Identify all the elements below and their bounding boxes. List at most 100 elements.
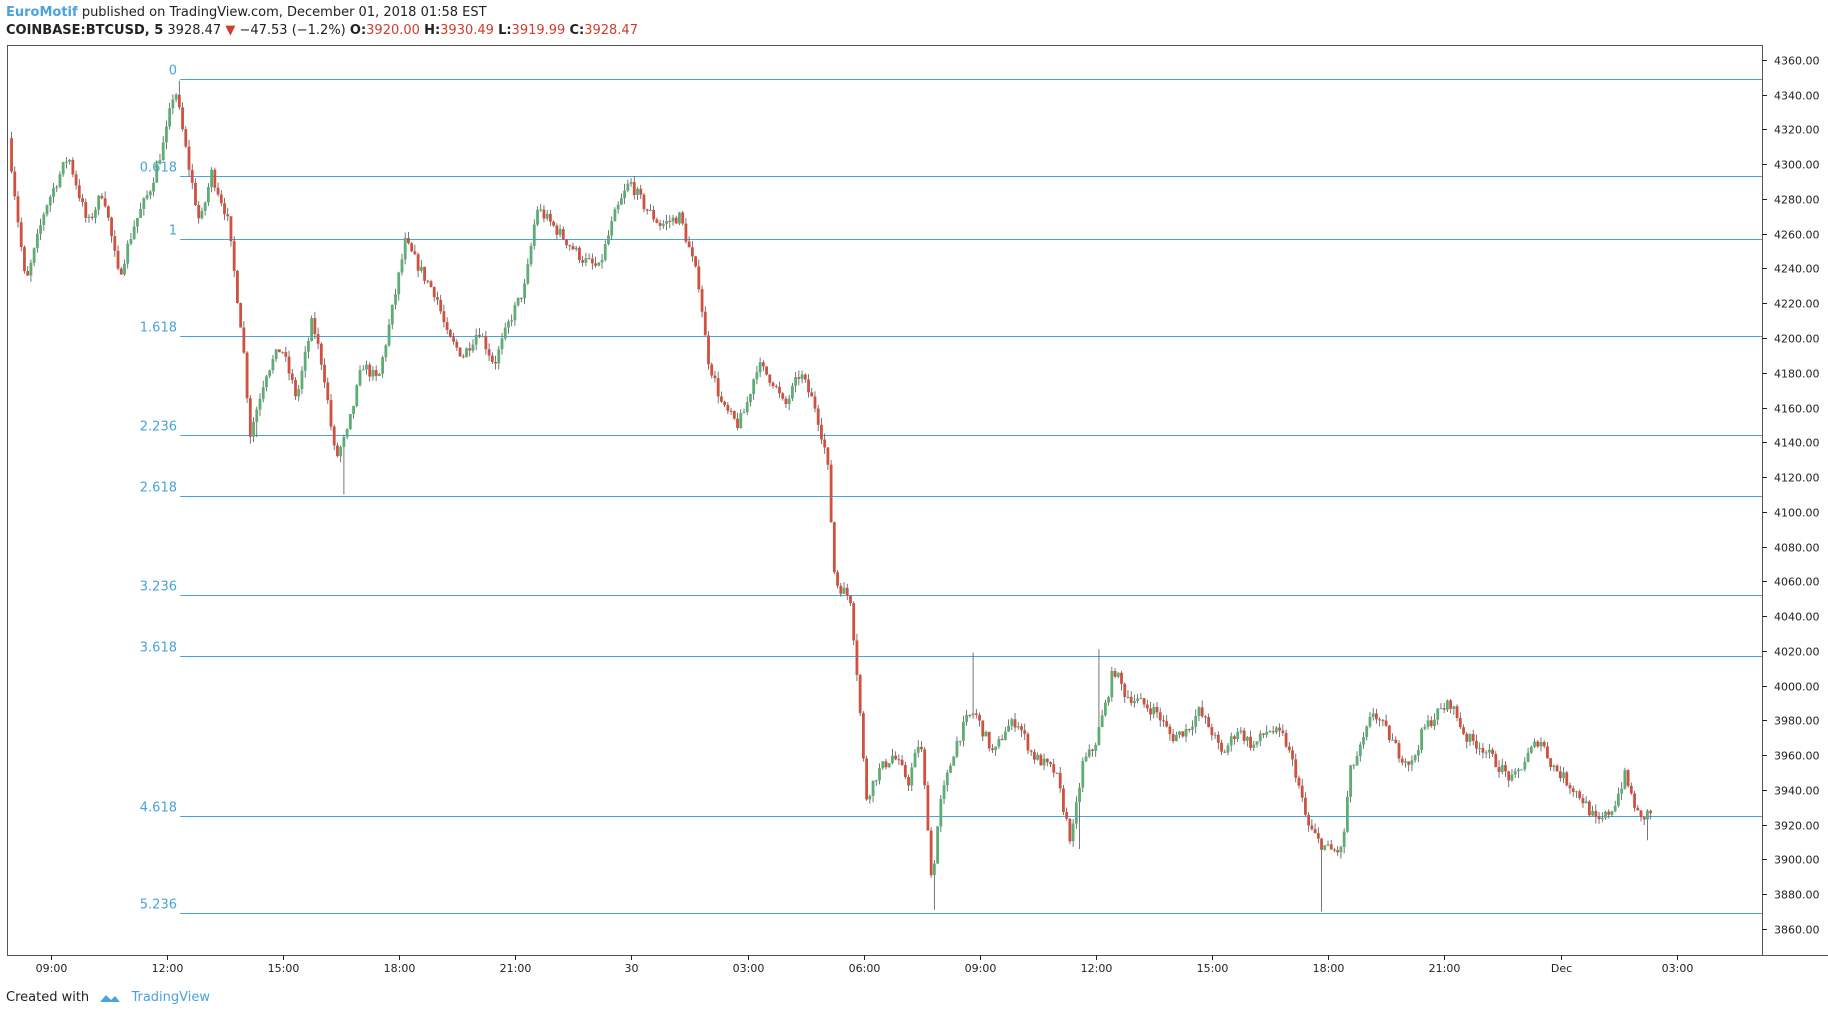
candle-body: [632, 182, 636, 195]
fibonacci-extension[interactable]: 0 0.618 1 1.618 2.236 2.618 3.236 3.618 4.618 5.2…: [140, 64, 1762, 914]
candle-body: [771, 382, 775, 387]
candle: [1184, 724, 1188, 743]
candle-body: [1636, 807, 1640, 811]
candle-body: [387, 324, 391, 346]
candle: [429, 279, 433, 288]
candle-body: [555, 225, 559, 235]
candle-body: [697, 266, 701, 290]
candle-body: [1020, 726, 1023, 731]
candle: [52, 183, 55, 204]
candle-body: [587, 258, 591, 260]
candle-body: [842, 587, 846, 594]
candle-body: [1416, 750, 1420, 756]
candle-body: [313, 318, 317, 335]
candle: [1123, 682, 1127, 703]
candle: [35, 228, 39, 253]
candle-body: [132, 226, 136, 240]
candle-body: [636, 188, 639, 195]
candle: [852, 601, 856, 646]
price-axis[interactable]: 3860.00 3880.00 3900.00 3920.00 3940.00 3960.…: [1762, 55, 1820, 937]
candle: [1010, 717, 1014, 731]
candle: [58, 171, 62, 189]
fib-label: 2.236: [140, 420, 177, 435]
candle: [1181, 731, 1185, 738]
candle: [778, 381, 781, 399]
candle: [932, 860, 936, 910]
candle-body: [184, 129, 188, 147]
candle: [1039, 753, 1043, 766]
candle: [329, 394, 333, 431]
candle: [1646, 809, 1649, 841]
candle: [703, 306, 707, 336]
tradingview-link[interactable]: TradingView: [131, 990, 210, 1005]
candle: [868, 794, 872, 804]
candle-body: [1187, 728, 1191, 730]
candle: [1110, 666, 1114, 702]
candle: [171, 94, 175, 115]
candle-body: [1023, 730, 1027, 734]
candle: [303, 345, 307, 378]
candle-body: [332, 426, 336, 446]
candle-body: [784, 398, 788, 405]
candle: [1365, 725, 1369, 741]
candle: [1513, 768, 1517, 778]
candle: [319, 342, 323, 371]
candle-body: [461, 356, 465, 358]
candle: [1055, 772, 1059, 774]
candle-body: [1646, 810, 1649, 820]
candle-body: [936, 826, 939, 864]
candle-body: [23, 247, 26, 272]
candle: [745, 396, 749, 416]
candle-body: [816, 408, 820, 425]
candle: [226, 207, 230, 222]
candle-body: [113, 236, 117, 251]
candle-body: [1155, 706, 1159, 713]
candle-body: [752, 379, 756, 395]
candle-body: [897, 759, 901, 761]
candle: [1349, 764, 1353, 803]
candle-body: [945, 772, 949, 786]
candle: [839, 583, 843, 597]
candle-body: [194, 182, 197, 206]
candle: [1304, 792, 1307, 817]
candle-body: [45, 205, 49, 215]
candle-body: [58, 174, 62, 187]
x-tick-label: Dec: [1551, 962, 1572, 975]
candle-body: [629, 182, 633, 184]
candle: [184, 126, 188, 148]
candle-body: [1504, 765, 1507, 772]
candle: [42, 212, 46, 231]
candle-body: [290, 373, 294, 380]
candle-body: [1429, 720, 1433, 727]
candle-body: [126, 243, 130, 264]
candle: [1074, 796, 1078, 829]
candle-body: [1220, 742, 1223, 752]
candle: [1133, 694, 1136, 708]
candle-body: [761, 362, 765, 367]
candle-body: [1471, 734, 1475, 742]
candle: [1381, 718, 1385, 727]
candle-body: [594, 263, 597, 266]
candle: [110, 216, 113, 243]
candle-body: [397, 272, 401, 295]
time-axis[interactable]: 09:00 12:00 15:00 18:00 21:00 30 03:00 06:00 09:…: [36, 955, 1694, 975]
candle-body: [519, 297, 523, 299]
candle: [523, 279, 526, 305]
candle: [490, 352, 494, 365]
publisher-name[interactable]: EuroMotif: [6, 5, 78, 20]
candle: [894, 751, 898, 761]
candle: [729, 407, 733, 415]
candle-body: [1168, 726, 1172, 735]
tradingview-logo-icon[interactable]: [99, 992, 121, 1004]
candle: [871, 780, 875, 803]
candle: [1384, 714, 1388, 727]
candle: [965, 709, 969, 726]
candle-body: [1539, 742, 1543, 747]
candle: [1271, 725, 1275, 735]
candle: [1013, 713, 1017, 732]
candle-body: [690, 247, 694, 257]
candle-body: [765, 366, 768, 375]
candle: [855, 633, 859, 682]
candle: [1407, 761, 1411, 772]
